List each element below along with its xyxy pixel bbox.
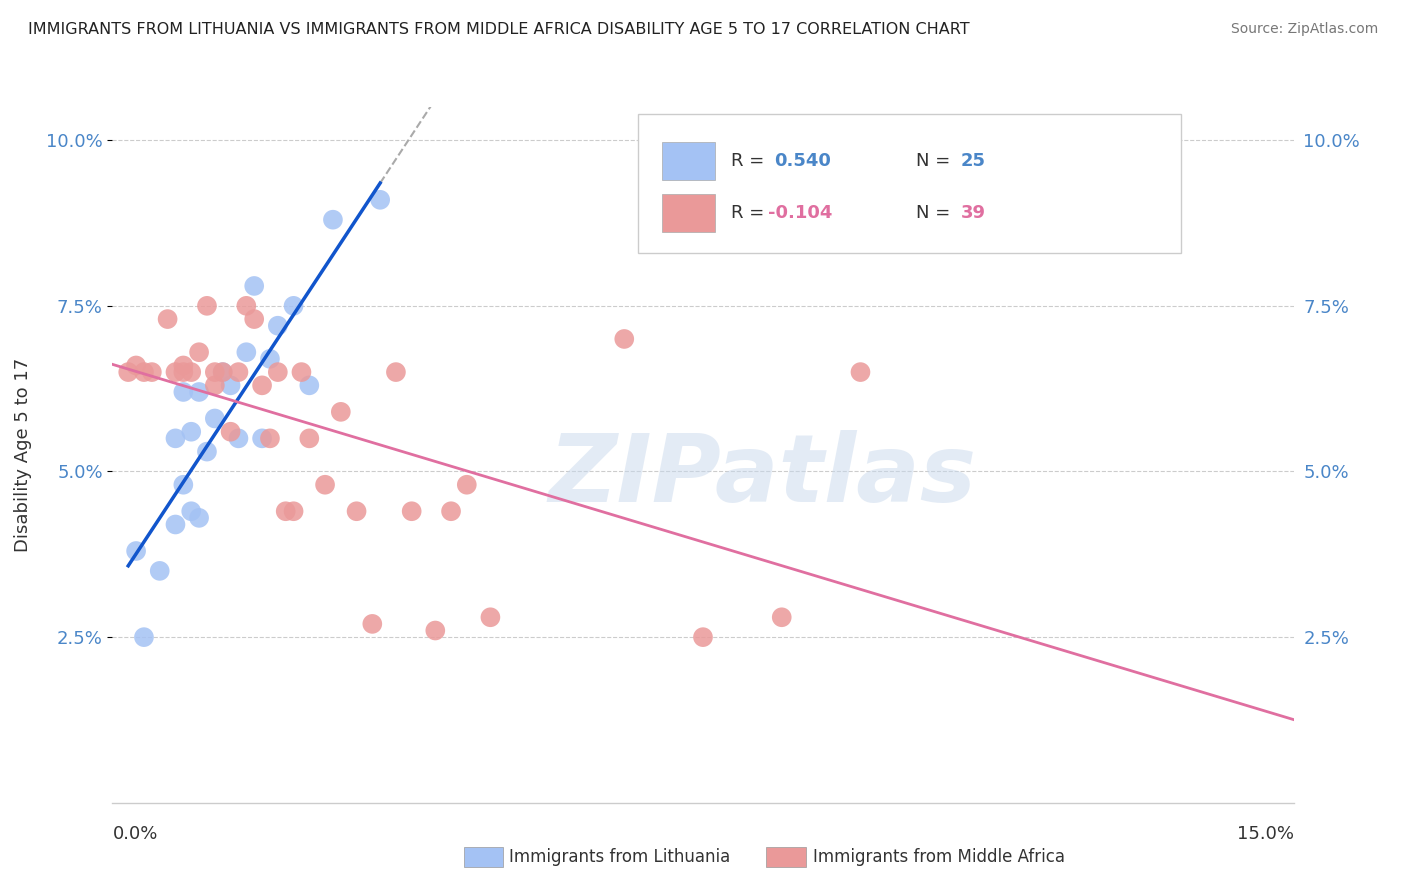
Point (165, 365, 187, 379)
Point (132, 630, 155, 644)
Point (188, 511, 211, 525)
Point (322, 212, 344, 227)
Point (228, 431, 250, 445)
Point (283, 299, 305, 313)
Point (180, 504, 202, 518)
Point (849, 365, 872, 379)
Point (267, 365, 290, 379)
Point (613, 332, 636, 346)
Point (172, 477, 194, 491)
Point (274, 504, 297, 518)
Point (195, 444, 218, 458)
Point (204, 378, 226, 392)
Point (125, 359, 148, 373)
Point (172, 359, 194, 373)
Point (243, 312, 266, 326)
Point (385, 365, 408, 379)
Point (298, 378, 321, 392)
Point (172, 384, 194, 399)
Point (259, 351, 281, 366)
Point (180, 425, 202, 439)
FancyBboxPatch shape (638, 114, 1181, 253)
Text: 0.540: 0.540 (773, 153, 831, 170)
Point (235, 345, 257, 359)
Point (267, 318, 290, 333)
Text: Immigrants from Middle Africa: Immigrants from Middle Africa (813, 848, 1064, 866)
Point (235, 299, 257, 313)
Point (204, 411, 226, 425)
Point (401, 504, 423, 518)
Text: N =: N = (915, 153, 956, 170)
FancyBboxPatch shape (662, 142, 714, 180)
Text: 25: 25 (960, 153, 986, 170)
Text: 39: 39 (960, 204, 986, 222)
Point (692, 630, 714, 644)
Text: R =: R = (731, 153, 770, 170)
Text: R =: R = (731, 204, 770, 222)
Point (211, 365, 233, 379)
Point (165, 431, 187, 445)
Point (314, 477, 336, 491)
Point (149, 564, 172, 578)
Point (125, 544, 148, 558)
Point (141, 365, 163, 379)
Text: -0.104: -0.104 (768, 204, 832, 222)
Point (456, 477, 478, 491)
Point (283, 504, 305, 518)
Point (117, 365, 139, 379)
Point (195, 299, 218, 313)
Point (219, 425, 242, 439)
FancyBboxPatch shape (662, 194, 714, 232)
Point (180, 365, 202, 379)
Point (188, 384, 211, 399)
Point (156, 312, 179, 326)
Text: Source: ZipAtlas.com: Source: ZipAtlas.com (1230, 22, 1378, 37)
Text: 0.0%: 0.0% (112, 825, 157, 843)
Text: ZIPatlas: ZIPatlas (548, 430, 976, 522)
Point (228, 365, 250, 379)
Point (329, 405, 352, 419)
Point (346, 504, 368, 518)
Point (770, 610, 793, 624)
Point (211, 365, 233, 379)
Point (219, 378, 242, 392)
Point (250, 378, 273, 392)
Y-axis label: Disability Age 5 to 17: Disability Age 5 to 17 (14, 358, 32, 552)
Point (361, 616, 384, 631)
Point (368, 193, 391, 207)
Text: IMMIGRANTS FROM LITHUANIA VS IMMIGRANTS FROM MIDDLE AFRICA DISABILITY AGE 5 TO 1: IMMIGRANTS FROM LITHUANIA VS IMMIGRANTS … (28, 22, 970, 37)
Point (132, 365, 155, 379)
Text: 15.0%: 15.0% (1236, 825, 1294, 843)
Text: Immigrants from Lithuania: Immigrants from Lithuania (509, 848, 730, 866)
Point (188, 345, 211, 359)
Text: N =: N = (915, 204, 956, 222)
Point (479, 610, 502, 624)
Point (298, 431, 321, 445)
Point (440, 504, 463, 518)
Point (425, 624, 447, 638)
Point (243, 279, 266, 293)
Point (290, 365, 312, 379)
Point (165, 517, 187, 532)
Point (259, 431, 281, 445)
Point (172, 365, 194, 379)
Point (204, 365, 226, 379)
Point (250, 431, 273, 445)
